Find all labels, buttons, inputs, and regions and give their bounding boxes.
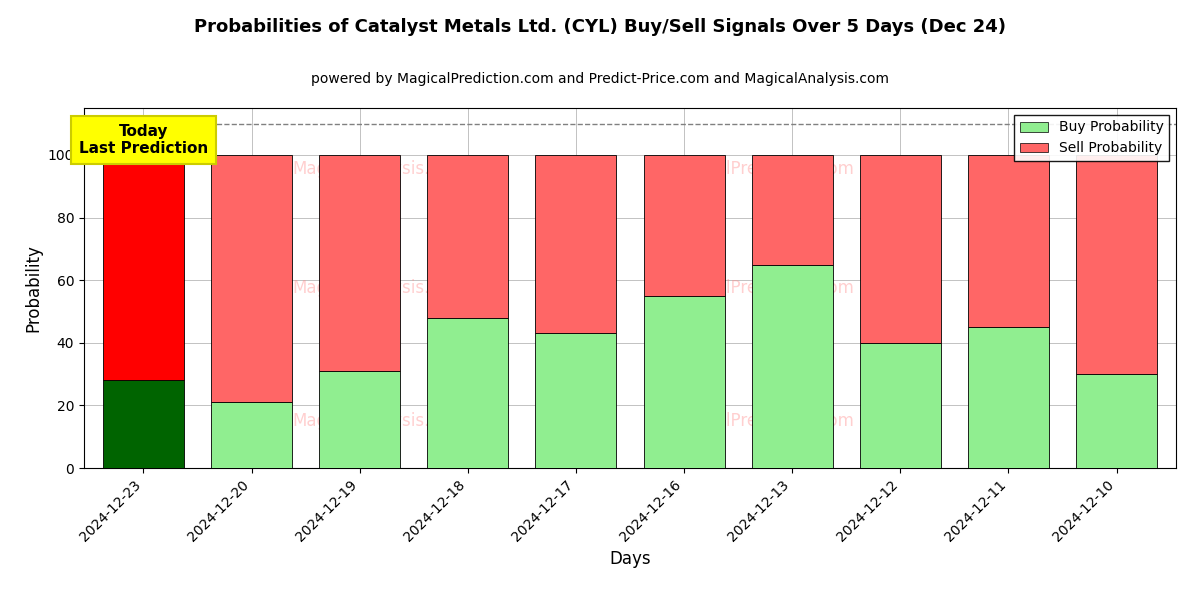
Bar: [1076, 374, 1157, 468]
Bar: [535, 155, 617, 334]
Text: MagicalPrediction.com: MagicalPrediction.com: [667, 412, 854, 430]
Bar: [968, 155, 1049, 327]
Bar: [319, 371, 401, 468]
Text: MagicalAnalysis.com: MagicalAnalysis.com: [293, 160, 466, 178]
Bar: [535, 334, 617, 468]
Text: MagicalAnalysis.com: MagicalAnalysis.com: [293, 412, 466, 430]
Bar: [643, 155, 725, 296]
Legend: Buy Probability, Sell Probability: Buy Probability, Sell Probability: [1014, 115, 1169, 161]
Bar: [103, 380, 184, 468]
Bar: [643, 296, 725, 468]
Bar: [751, 265, 833, 468]
Text: powered by MagicalPrediction.com and Predict-Price.com and MagicalAnalysis.com: powered by MagicalPrediction.com and Pre…: [311, 72, 889, 86]
Bar: [859, 343, 941, 468]
Text: MagicalPrediction.com: MagicalPrediction.com: [667, 279, 854, 297]
Y-axis label: Probability: Probability: [24, 244, 42, 332]
Text: Today
Last Prediction: Today Last Prediction: [79, 124, 208, 156]
Bar: [751, 155, 833, 265]
Text: MagicalAnalysis.com: MagicalAnalysis.com: [293, 279, 466, 297]
Bar: [211, 402, 292, 468]
Bar: [319, 155, 401, 371]
Bar: [427, 155, 509, 318]
Bar: [103, 155, 184, 380]
Bar: [211, 155, 292, 402]
X-axis label: Days: Days: [610, 550, 650, 568]
Bar: [968, 327, 1049, 468]
Bar: [859, 155, 941, 343]
Bar: [427, 318, 509, 468]
Text: MagicalPrediction.com: MagicalPrediction.com: [667, 160, 854, 178]
Bar: [1076, 155, 1157, 374]
Text: Probabilities of Catalyst Metals Ltd. (CYL) Buy/Sell Signals Over 5 Days (Dec 24: Probabilities of Catalyst Metals Ltd. (C…: [194, 18, 1006, 36]
